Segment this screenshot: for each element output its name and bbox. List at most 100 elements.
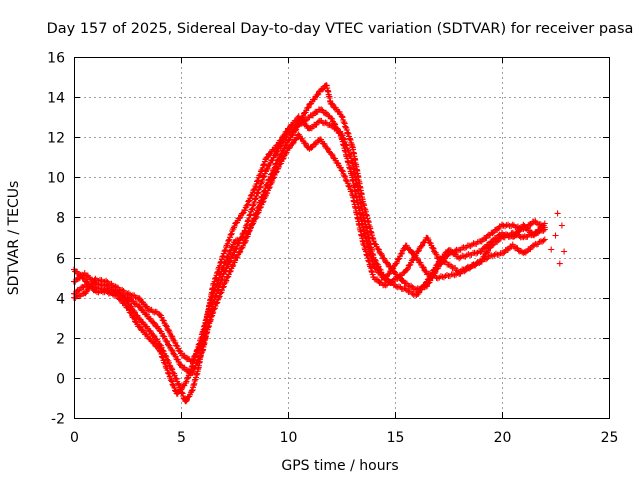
data-point xyxy=(266,184,273,191)
data-point xyxy=(342,176,349,183)
data-point xyxy=(214,299,221,306)
x-tick-label: 0 xyxy=(70,430,79,446)
data-point xyxy=(283,149,290,156)
data-point xyxy=(128,304,135,310)
data-point xyxy=(420,264,426,271)
data-point xyxy=(318,106,325,113)
data-point xyxy=(375,263,382,270)
data-point xyxy=(125,290,132,297)
data-point xyxy=(251,185,258,192)
x-axis-ticks: 0 5 10 15 20 25 xyxy=(70,57,618,446)
data-point xyxy=(509,221,516,228)
data-point xyxy=(159,354,166,361)
data-point xyxy=(268,171,275,178)
data-point xyxy=(275,157,281,164)
data-point xyxy=(469,241,475,248)
y-tick-label: 0 xyxy=(56,372,65,388)
data-point xyxy=(109,282,116,289)
data-point xyxy=(483,256,489,263)
data-point xyxy=(328,150,335,157)
data-point xyxy=(345,148,352,155)
data-point xyxy=(171,384,178,391)
data-point xyxy=(286,125,292,132)
data-point xyxy=(136,295,143,302)
data-point xyxy=(227,247,234,254)
data-point xyxy=(221,247,228,254)
data-point xyxy=(344,180,351,187)
data-point xyxy=(342,174,349,181)
data-point xyxy=(426,275,433,282)
data-point xyxy=(175,380,182,387)
data-point xyxy=(415,291,422,297)
plot-frame xyxy=(74,57,610,419)
data-point xyxy=(163,323,170,330)
data-point xyxy=(319,86,326,93)
data-point xyxy=(372,257,379,264)
data-point xyxy=(372,256,378,263)
data-point xyxy=(419,242,426,249)
data-point xyxy=(554,210,561,217)
x-tick-label: 15 xyxy=(387,430,405,446)
data-point xyxy=(132,294,139,301)
data-point xyxy=(339,167,346,174)
data-point xyxy=(500,250,507,257)
data-point xyxy=(558,222,565,229)
y-axis-ticks: -2 0 2 4 6 8 10 12 14 16 xyxy=(47,51,609,428)
data-point xyxy=(168,377,175,384)
data-point xyxy=(461,245,468,252)
data-point xyxy=(254,210,261,217)
series-track-4 xyxy=(71,113,548,365)
data-point xyxy=(280,155,287,162)
data-point xyxy=(451,250,458,257)
data-point xyxy=(298,117,305,123)
data-point xyxy=(541,236,548,243)
data-point xyxy=(503,231,509,238)
data-point xyxy=(399,277,406,284)
y-tick-label: 8 xyxy=(56,211,65,227)
data-point xyxy=(258,194,265,201)
data-point xyxy=(484,249,491,256)
data-point xyxy=(402,280,409,287)
data-point xyxy=(379,252,385,259)
data-point xyxy=(187,368,194,375)
data-point xyxy=(254,190,261,196)
y-tick-label: 2 xyxy=(56,332,65,348)
data-point xyxy=(128,310,135,317)
data-point xyxy=(398,250,405,257)
data-point xyxy=(481,245,488,252)
x-tick-label: 5 xyxy=(177,430,186,446)
data-point xyxy=(282,150,289,157)
y-tick-label: 6 xyxy=(56,252,65,268)
data-point xyxy=(222,267,229,274)
data-point xyxy=(428,271,435,278)
data-point xyxy=(339,132,346,139)
y-tick-label: -2 xyxy=(51,412,65,428)
data-point xyxy=(289,141,296,147)
data-point xyxy=(173,342,179,349)
data-point xyxy=(263,154,270,161)
data-point xyxy=(119,286,126,293)
data-point xyxy=(561,248,568,255)
series-track-3 xyxy=(71,131,548,397)
data-point xyxy=(272,152,278,159)
data-point xyxy=(112,283,119,290)
data-point xyxy=(466,242,473,249)
data-point xyxy=(103,287,110,294)
data-point xyxy=(314,92,321,99)
data-point xyxy=(339,168,346,175)
data-point xyxy=(259,199,266,206)
data-point xyxy=(223,274,230,281)
data-point xyxy=(277,137,284,144)
data-point xyxy=(176,347,183,354)
data-point xyxy=(183,398,190,405)
data-point xyxy=(264,165,271,172)
data-point xyxy=(540,237,547,244)
x-tick-label: 25 xyxy=(601,430,619,446)
grid xyxy=(74,57,609,418)
data-point xyxy=(418,243,425,250)
data-point xyxy=(541,220,548,227)
data-point xyxy=(256,184,263,191)
data-point xyxy=(250,218,257,225)
chart-title: Day 157 of 2025, Sidereal Day-to-day VTE… xyxy=(47,21,634,37)
data-point xyxy=(169,369,176,376)
